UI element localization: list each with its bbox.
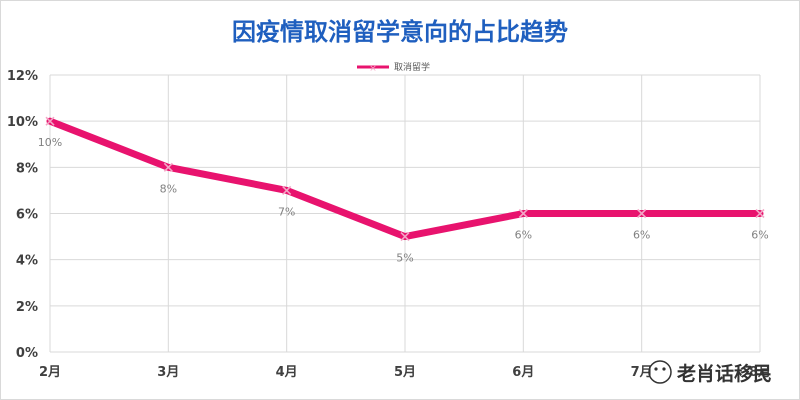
series-line-group — [45, 116, 765, 242]
data-point-marker — [518, 208, 528, 219]
watermark: 老肖话移民 — [648, 360, 772, 385]
data-labels: 10% 8% 7% 5% 6% 6% 6% — [38, 136, 769, 264]
y-tick-label: 10% — [7, 115, 38, 130]
x-tick-label: 7月 — [631, 365, 653, 380]
x-tick-label: 2月 — [39, 365, 61, 380]
y-tick-label: 2% — [16, 300, 38, 315]
x-tick-label: 5月 — [394, 365, 416, 380]
data-point-marker — [45, 116, 55, 126]
data-label: 10% — [38, 136, 62, 149]
data-point-marker — [163, 162, 173, 172]
y-tick-label: 4% — [16, 254, 38, 269]
x-tick-label: 3月 — [157, 365, 179, 380]
y-tick-label: 8% — [16, 161, 38, 176]
data-point-marker — [637, 208, 647, 219]
x-tick-label: 6月 — [512, 365, 534, 380]
data-label: 6% — [633, 229, 650, 242]
wechat-logo-eye-icon — [654, 367, 658, 371]
data-point-marker — [400, 232, 410, 242]
y-tick-label: 12% — [7, 69, 38, 84]
y-tick-label: 0% — [16, 346, 38, 361]
wechat-logo-eye-icon — [662, 367, 666, 371]
data-point-marker — [282, 185, 292, 195]
wechat-logo-icon — [648, 360, 672, 384]
data-point-marker — [755, 208, 765, 219]
data-label: 8% — [160, 182, 177, 195]
x-axis-ticks: 2月 3月 4月 5月 6月 7月 8月 — [39, 365, 771, 380]
data-label: 5% — [396, 252, 413, 265]
data-label: 6% — [751, 229, 768, 242]
y-axis-ticks: 0% 2% 4% 6% 8% 10% 12% — [7, 69, 38, 361]
legend-x-marker: × — [369, 64, 377, 74]
data-label: 7% — [278, 205, 295, 218]
data-label: 6% — [515, 229, 532, 242]
legend: 取消留学 × — [357, 61, 430, 74]
legend-label: 取消留学 — [394, 61, 430, 73]
x-tick-label: 8月 — [749, 365, 771, 380]
y-tick-label: 6% — [16, 208, 38, 223]
watermark-text: 老肖话移民 — [677, 362, 772, 385]
chart-title: 因疫情取消留学意向的占比趋势 — [232, 18, 568, 46]
x-tick-label: 4月 — [276, 365, 298, 380]
